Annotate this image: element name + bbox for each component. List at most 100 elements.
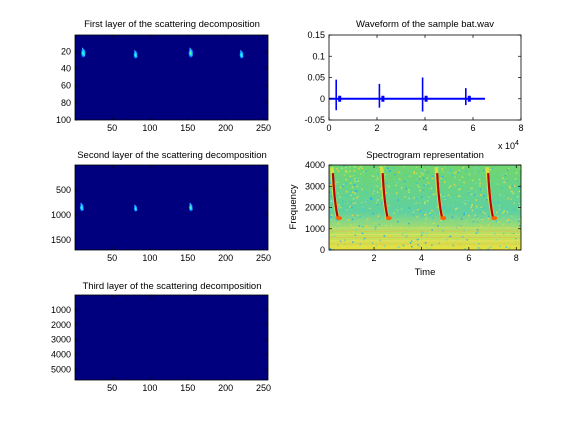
spectrogram-noise-pixel <box>371 175 373 177</box>
spectrogram-noise-pixel <box>421 170 424 173</box>
waveform-burst-tail <box>338 95 342 102</box>
spectrogram-noise-pixel <box>455 208 457 210</box>
spectrogram-noise-pixel <box>513 216 516 219</box>
spectrogram-noise-pixel <box>363 172 366 174</box>
spectrogram-noise-pixel <box>437 225 439 227</box>
spectrogram-noise-pixel <box>476 206 478 209</box>
spectrogram-noise-pixel <box>405 239 407 241</box>
waveform-ytick-label: 0 <box>320 94 325 104</box>
layer1-xtick-label: 200 <box>218 123 233 133</box>
spectrogram-noise-pixel <box>350 194 353 197</box>
layer3-xtick-label: 50 <box>107 383 117 393</box>
spectrogram-noise-pixel <box>471 187 474 189</box>
spectrogram-noise-pixel <box>408 226 411 229</box>
spectrogram-noise-pixel <box>489 180 491 182</box>
spectrogram-noise-pixel <box>383 239 385 241</box>
spectrogram-noise-pixel <box>350 224 352 226</box>
spectrogram-noise-pixel <box>426 165 429 168</box>
layer2-title: Second layer of the scattering decomposi… <box>77 150 267 161</box>
spectrogram-noise-pixel <box>445 217 448 220</box>
waveform-burst-tail <box>424 95 428 102</box>
spectrogram-noise-pixel <box>459 226 462 228</box>
spectrogram-noise-pixel <box>461 176 464 178</box>
spectrogram-noise-pixel <box>418 178 420 180</box>
spectrogram-noise-pixel <box>443 207 446 209</box>
spectrogram-noise-pixel <box>413 209 415 211</box>
spectrogram-noise-pixel <box>444 165 446 167</box>
spectrogram-noise-pixel <box>335 219 338 221</box>
spectrogram-noise-pixel <box>464 203 467 205</box>
spectrogram-noise-pixel <box>513 208 515 211</box>
layer1-activation <box>239 50 244 60</box>
spectrogram-noise-pixel <box>462 231 465 233</box>
spectrogram-noise-pixel <box>495 239 498 241</box>
spectrogram-noise-pixel <box>424 200 426 203</box>
spectrogram-noise-pixel <box>419 202 421 204</box>
spectrogram-noise-pixel <box>387 167 389 170</box>
spectrogram-noise-pixel <box>369 207 371 210</box>
spectrogram-noise-pixel <box>360 201 363 204</box>
spectrogram-noise-pixel <box>349 166 351 168</box>
spectrogram-noise-pixel <box>476 218 479 221</box>
spectrogram-noise-pixel <box>358 238 360 241</box>
layer2-xtick-label: 150 <box>180 253 195 263</box>
spectrogram-noise-pixel <box>357 214 359 216</box>
layer2-xtick-label: 100 <box>142 253 157 263</box>
spectrogram-noise-pixel <box>516 196 519 198</box>
spectrogram-noise-pixel <box>425 218 427 221</box>
spectrogram-noise-pixel <box>381 197 384 199</box>
spectrogram-noise-pixel <box>399 235 401 238</box>
spectrogram-noise-pixel <box>420 234 423 237</box>
spectrogram-noise-pixel <box>384 245 386 247</box>
spectrogram-noise-pixel <box>338 204 340 206</box>
spectrogram-noise-pixel <box>415 249 417 250</box>
spectrogram-noise-pixel <box>473 231 475 234</box>
layer1-heatmap <box>74 34 269 121</box>
spectrogram-noise-pixel <box>511 185 513 187</box>
spectrogram-noise-pixel <box>330 229 333 231</box>
spectrogram-noise-pixel <box>519 218 521 221</box>
spectrogram-noise-pixel <box>372 175 375 178</box>
spectrogram-xtick-label: 8 <box>514 253 519 263</box>
spectrogram-noise-pixel <box>457 188 460 191</box>
spectrogram-noise-pixel <box>421 165 424 168</box>
spectrogram-noise-pixel <box>342 185 344 188</box>
spectrogram-noise-pixel <box>331 214 333 217</box>
spectrogram-ytick-label: 0 <box>320 245 325 255</box>
spectrogram-noise-pixel <box>388 205 390 207</box>
layer3-title: Third layer of the scattering decomposit… <box>82 281 261 292</box>
spectrogram-noise-pixel <box>513 184 516 187</box>
spectrogram-noise-pixel <box>370 230 372 233</box>
spectrogram-noise-pixel <box>423 198 425 200</box>
spectrogram-call-tail <box>335 216 342 221</box>
spectrogram-noise-pixel <box>479 184 481 187</box>
spectrogram-noise-pixel <box>480 210 483 213</box>
spectrogram-noise-pixel <box>448 236 451 238</box>
spectrogram-noise-pixel <box>490 236 492 238</box>
layer1-ytick-label: 20 <box>61 46 71 56</box>
spectrogram-noise-pixel <box>419 175 421 178</box>
spectrogram-noise-pixel <box>354 166 357 168</box>
spectrogram-noise-pixel <box>383 229 385 231</box>
waveform-ytick-label: 0.15 <box>307 30 325 40</box>
spectrogram-noise-pixel <box>365 225 368 227</box>
spectrogram-noise-pixel <box>362 206 364 209</box>
spectrogram-noise-pixel <box>376 203 379 206</box>
spectrogram-noise-pixel <box>403 180 406 183</box>
spectrogram-noise-pixel <box>352 198 355 200</box>
spectrogram-noise-pixel <box>503 210 505 213</box>
spectrogram-noise-pixel <box>338 221 340 224</box>
spectrogram-noise-pixel <box>514 243 517 246</box>
spectrogram-noise-pixel <box>475 194 478 197</box>
spectrogram-noise-pixel <box>376 185 379 187</box>
spectrogram-noise-pixel <box>416 215 419 218</box>
spectrogram-noise-pixel <box>358 225 361 227</box>
spectrogram-noise-pixel <box>342 183 345 186</box>
spectrogram-noise-pixel <box>329 217 332 220</box>
spectrogram-noise-pixel <box>423 177 425 179</box>
spectrogram-noise-pixel <box>507 221 510 224</box>
spectrogram-noise-pixel <box>375 202 378 205</box>
spectrogram-noise-pixel <box>463 213 465 216</box>
spectrogram-noise-pixel <box>352 202 354 205</box>
